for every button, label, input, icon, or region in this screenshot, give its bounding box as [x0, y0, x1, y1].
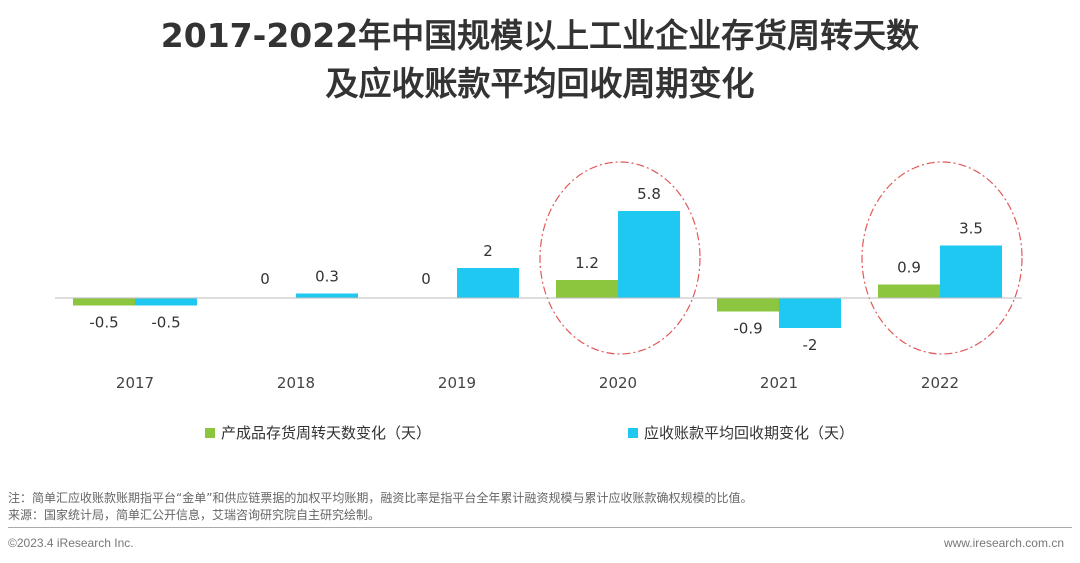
bar [717, 298, 779, 312]
title-line-2: 及应收账款平均回收周期变化 [325, 64, 755, 103]
bar [556, 280, 618, 298]
legend-swatch [205, 428, 215, 438]
x-tick-label: 2021 [760, 374, 798, 392]
legend-swatch [628, 428, 638, 438]
data-label: 0.3 [315, 268, 339, 286]
data-label: -0.5 [151, 314, 180, 332]
bar [618, 211, 680, 298]
copyright: ©2023.4 iResearch Inc. [8, 536, 134, 550]
data-label: 0 [260, 270, 270, 288]
x-tick-label: 2022 [921, 374, 959, 392]
chart-source: 来源：国家统计局，简单汇公开信息，艾瑞咨询研究院自主研究绘制。 [8, 508, 381, 522]
chart-note: 注：简单汇应收账款账期指平台“金单”和供应链票据的加权平均账期，融资比率是指平台… [8, 491, 753, 505]
x-tick-label: 2019 [438, 374, 476, 392]
legend-label: 应收账款平均回收期变化（天） [644, 424, 854, 442]
data-label: -0.5 [89, 314, 118, 332]
bar [878, 284, 940, 298]
data-label: 0.9 [897, 259, 921, 277]
bar [73, 298, 135, 306]
data-label: -0.9 [733, 320, 762, 338]
bar [940, 245, 1002, 298]
x-tick-label: 2020 [599, 374, 637, 392]
data-label: 5.8 [637, 185, 661, 203]
data-label: 2 [483, 242, 493, 260]
data-label: 1.2 [575, 254, 599, 272]
x-tick-label: 2017 [116, 374, 154, 392]
legend-label: 产成品存货周转天数变化（天） [221, 424, 431, 442]
footer-divider [8, 527, 1072, 528]
data-label: 3.5 [959, 220, 983, 238]
title-line-1: 2017-2022年中国规模以上工业企业存货周转天数 [160, 16, 920, 55]
website-url: www.iresearch.com.cn [943, 536, 1064, 550]
data-label: -2 [803, 336, 818, 354]
bar [296, 293, 358, 298]
bar-chart: -0.5 -0.5 2017 0 0.3 2018 0 2 2019 1.2 5.8 2020 -0.9… [55, 161, 1023, 442]
chart-title: 2017-2022年中国规模以上工业企业存货周转天数 及应收账款平均回收周期变化 [0, 12, 1080, 108]
x-tick-label: 2018 [277, 374, 315, 392]
highlight-circle [539, 161, 701, 355]
bar [135, 298, 197, 306]
data-label: 0 [421, 270, 431, 288]
bar [779, 298, 841, 328]
bar [457, 268, 519, 298]
highlight-circle [861, 161, 1023, 355]
